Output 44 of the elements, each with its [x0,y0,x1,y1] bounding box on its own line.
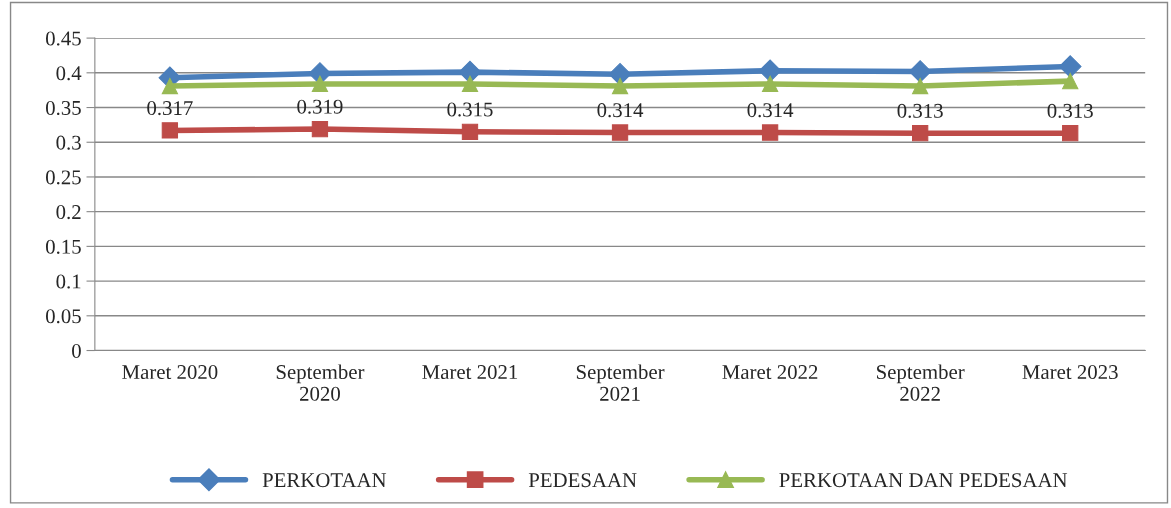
x-tick-label: September 2020 [276,364,365,401]
data-label: 0.314 [597,103,644,118]
point [161,77,179,95]
point [611,124,629,141]
point [1062,72,1079,90]
point [1062,125,1079,142]
y-tick-label: 0.3 [56,135,81,150]
data-label: 0.315 [447,102,493,117]
y-tick-label: 0.15 [45,239,81,254]
point [311,120,329,138]
data-label: 0.314 [747,103,794,118]
legend-label: PERKOTAAN [262,473,387,488]
x-tick-label: September 2022 [877,364,965,401]
x-tick-label: Maret 2020 [122,365,218,380]
x-tick-label: Maret 2022 [722,365,818,380]
point [461,75,479,93]
point [758,59,782,83]
x-tick-label: Maret 2021 [422,365,518,380]
y-tick-label: 0.2 [56,205,81,220]
point [311,75,329,93]
y-tick-label: 0.05 [45,309,81,324]
data-label: 0.319 [297,99,343,114]
y-tick-label: 0.4 [56,66,82,81]
legend-label: PEDESAAN [528,473,637,488]
x-tick-label: September 2021 [576,364,665,401]
legend-label: PERKOTAAN DAN PEDESAAN [779,473,1068,488]
point [912,77,929,95]
point [161,122,179,139]
data-label: 0.317 [147,101,193,116]
y-tick-label: 0.1 [56,274,81,289]
y-tick-label: 0 [72,343,81,358]
x-tick-label: Maret 2023 [1022,365,1118,380]
y-tick-label: 0.35 [45,100,81,116]
data-label: 0.313 [1047,103,1093,118]
data-label: 0.313 [897,103,943,118]
y-tick-label: 0.25 [45,170,81,185]
point [1058,55,1082,78]
point [611,77,629,95]
point [908,60,932,83]
point [461,123,479,140]
y-tick-label: 0.45 [45,31,81,46]
point [761,75,779,93]
point [912,125,929,142]
point [761,124,779,141]
